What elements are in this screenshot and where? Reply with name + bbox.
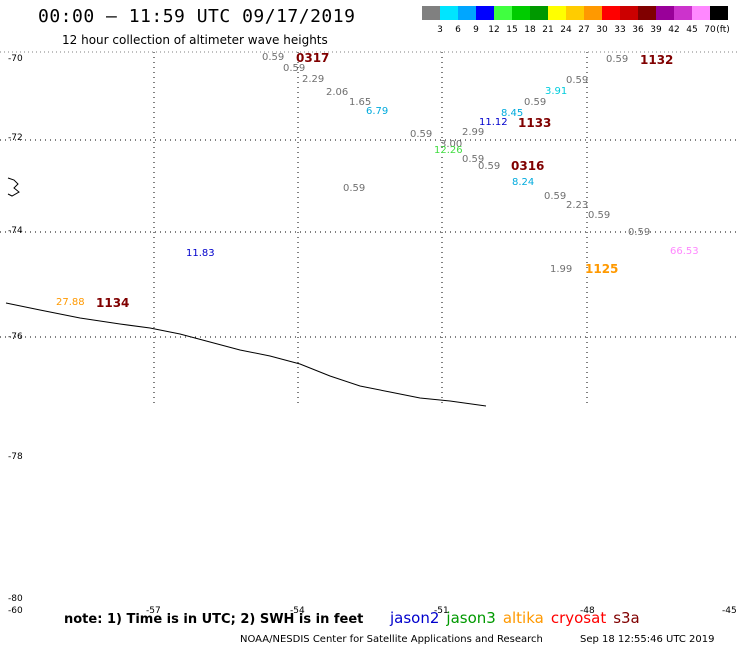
lat-label: -74 xyxy=(8,226,23,236)
pass-time-label: 1133 xyxy=(518,116,552,130)
wave-height-value: 1.99 xyxy=(550,264,573,275)
wave-height-value: 0.59 xyxy=(544,191,567,202)
colorbar-label: 24 xyxy=(560,25,572,35)
colorbar-swatch xyxy=(494,6,512,20)
legend-s3a: s3a xyxy=(613,609,640,627)
colorbar-swatch xyxy=(422,6,440,20)
colorbar-swatch xyxy=(548,6,566,20)
colorbar-swatch xyxy=(656,6,674,20)
legend-cryosat: cryosat xyxy=(550,609,607,627)
lon-label: -60 xyxy=(8,606,23,616)
wave-height-value: 11.12 xyxy=(479,117,508,128)
wave-height-value: 27.88 xyxy=(56,297,85,308)
wave-height-value: 2.23 xyxy=(566,200,589,211)
lat-label: -78 xyxy=(8,452,23,462)
wave-height-value: 0.59 xyxy=(606,54,629,65)
wave-height-value: 0.59 xyxy=(262,52,285,63)
wave-height-value: 0.59 xyxy=(462,154,485,165)
lat-label: -72 xyxy=(8,133,23,143)
colorbar-label: 30 xyxy=(596,25,608,35)
pass-time-label: 1125 xyxy=(585,262,619,276)
colorbar-label: 45 xyxy=(686,25,698,35)
wave-height-value: 11.83 xyxy=(186,248,215,259)
colorbar-label: 9 xyxy=(473,25,479,35)
colorbar-swatch xyxy=(602,6,620,20)
wave-height-value: 1.65 xyxy=(349,97,372,108)
wave-height-value: 0.59 xyxy=(478,161,501,172)
pass-time-label: 0316 xyxy=(511,159,545,173)
lon-label: -45 xyxy=(722,606,737,616)
colorbar-swatch xyxy=(674,6,692,20)
colorbar-label: 3 xyxy=(437,25,443,35)
wave-height-value: 0.59 xyxy=(628,227,651,238)
units-note: note: 1) Time is in UTC; 2) SWH is in fe… xyxy=(64,612,364,627)
wave-height-value: 0.59 xyxy=(283,63,306,74)
colorbar-label: 33 xyxy=(614,25,626,35)
wave-height-value: 3.00 xyxy=(440,139,463,150)
colorbar-label: 15 xyxy=(506,25,518,35)
wave-height-value: 2.29 xyxy=(302,74,325,85)
footer-credit: NOAA/NESDIS Center for Satellite Applica… xyxy=(240,634,543,645)
colorbar-label: 6 xyxy=(455,25,461,35)
map-subtitle: 12 hour collection of altimeter wave hei… xyxy=(62,33,328,47)
pass-time-label: 1134 xyxy=(96,296,130,310)
colorbar-swatch xyxy=(530,6,548,20)
wave-height-value: 0.59 xyxy=(343,183,366,194)
wave-height-value: 12.26 xyxy=(434,145,463,156)
wave-height-value: 2.06 xyxy=(326,87,349,98)
lat-label: -80 xyxy=(8,594,23,604)
colorbar-swatch xyxy=(692,6,710,20)
satellite-legend: jason2 jason3 altika cryosat s3a xyxy=(390,609,647,627)
wave-height-value: 8.24 xyxy=(512,177,535,188)
colorbar-label: 12 xyxy=(488,25,500,35)
wave-height-value: 0.59 xyxy=(524,97,547,108)
colorbar-swatch xyxy=(440,6,458,20)
wave-height-value: 6.79 xyxy=(366,106,389,117)
colorbar-label: 18 xyxy=(524,25,536,35)
colorbar-label: 27 xyxy=(578,25,590,35)
pass-time-label: 0317 xyxy=(296,51,330,65)
colorbar-swatch xyxy=(512,6,530,20)
colorbar-swatch xyxy=(710,6,728,20)
wave-height-value: 66.53 xyxy=(670,246,699,257)
lat-label: -70 xyxy=(8,54,23,64)
lon-label: -54 xyxy=(290,606,305,616)
colorbar-label: 39 xyxy=(650,25,662,35)
lon-label: -51 xyxy=(434,606,449,616)
wave-height-value: 0.59 xyxy=(566,75,589,86)
legend-altika: altika xyxy=(502,609,544,627)
graticule xyxy=(0,52,740,406)
colorbar-swatch xyxy=(566,6,584,20)
lon-label: -48 xyxy=(580,606,595,616)
footer-timestamp: Sep 18 12:55:46 UTC 2019 xyxy=(580,634,715,645)
colorbar-label: 70 xyxy=(704,25,716,35)
colorbar-unit: (ft) xyxy=(716,25,730,35)
pass-time-label: 1132 xyxy=(640,53,674,67)
colorbar-swatch xyxy=(476,6,494,20)
wave-height-value: 0.59 xyxy=(588,210,611,221)
colorbar-label: 21 xyxy=(542,25,554,35)
island-outline xyxy=(7,177,20,197)
map-title: 00:00 — 11:59 UTC 09/17/2019 xyxy=(38,6,356,27)
coastline xyxy=(5,302,487,407)
colorbar-swatch xyxy=(620,6,638,20)
colorbar-label: 42 xyxy=(668,25,680,35)
wave-height-value: 0.59 xyxy=(410,129,433,140)
colorbar-swatch xyxy=(458,6,476,20)
wave-height-value: 2.99 xyxy=(462,127,485,138)
lon-label: -57 xyxy=(146,606,161,616)
legend-jason2: jason2 xyxy=(390,609,440,627)
colorbar-label: 36 xyxy=(632,25,644,35)
wave-height-value: 3.91 xyxy=(545,86,568,97)
legend-jason3: jason3 xyxy=(446,609,496,627)
lat-label: -76 xyxy=(8,332,23,342)
colorbar-swatch xyxy=(584,6,602,20)
wave-height-value: 8.45 xyxy=(501,108,524,119)
colorbar-swatch xyxy=(638,6,656,20)
